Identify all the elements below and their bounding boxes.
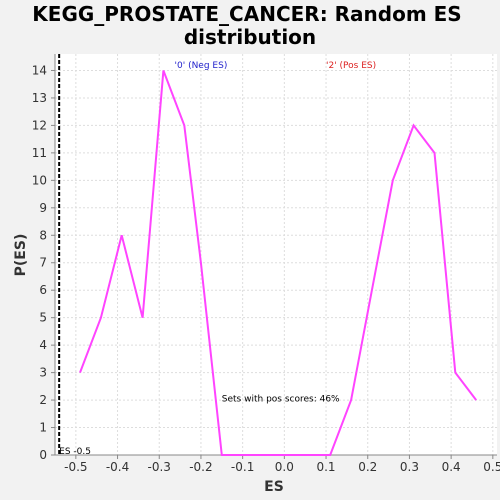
x-tick-label: 0.1 xyxy=(316,460,335,474)
y-tick-label: 10 xyxy=(32,173,47,187)
series-line xyxy=(79,70,477,456)
x-tick-label: 0.5 xyxy=(483,460,500,474)
pos-scores-label: Sets with pos scores: 46% xyxy=(222,394,340,404)
series-layer xyxy=(79,70,477,456)
y-tick-label: 12 xyxy=(32,118,47,132)
y-tick-label: 4 xyxy=(39,338,47,352)
pos-es-label: '2' (Pos ES) xyxy=(326,61,376,71)
x-tick-label: 0.4 xyxy=(442,460,461,474)
y-tick-label: 7 xyxy=(39,256,47,270)
chart-title-line1: KEGG_PROSTATE_CANCER: Random ES xyxy=(32,2,461,26)
x-tick-label: -0.1 xyxy=(231,460,254,474)
y-tick-label: 1 xyxy=(39,421,47,435)
y-tick-label: 2 xyxy=(39,393,47,407)
x-axis-label: ES xyxy=(264,479,284,495)
x-tick-label: -0.4 xyxy=(106,460,129,474)
y-tick-label: 14 xyxy=(32,63,47,77)
y-tick-label: 0 xyxy=(39,448,47,462)
x-tick-label: -0.5 xyxy=(64,460,87,474)
y-tick-label: 5 xyxy=(39,311,47,325)
y-tick-label: 3 xyxy=(39,366,47,380)
x-tick-label: 0.0 xyxy=(275,460,294,474)
x-tick-label: 0.2 xyxy=(358,460,377,474)
neg-es-label: '0' (Neg ES) xyxy=(175,61,228,71)
x-tick-label: -0.2 xyxy=(189,460,212,474)
x-tick-label: 0.3 xyxy=(400,460,419,474)
chart-title-line2: distribution xyxy=(184,25,316,49)
x-tick-label: -0.3 xyxy=(148,460,171,474)
es-marker-label: ES -0.5 xyxy=(59,447,91,457)
annotation-layer: ES -0.5 '0' (Neg ES) '2' (Pos ES) Sets with… xyxy=(58,54,376,457)
y-tick-label: 8 xyxy=(39,228,47,242)
y-tick-label: 6 xyxy=(39,283,47,297)
y-tick-label: 11 xyxy=(32,146,47,160)
plot-area xyxy=(55,54,497,455)
y-axis-label: P(ES) xyxy=(13,234,29,277)
y-tick-label: 13 xyxy=(32,91,47,105)
y-tick-label: 9 xyxy=(39,201,47,215)
